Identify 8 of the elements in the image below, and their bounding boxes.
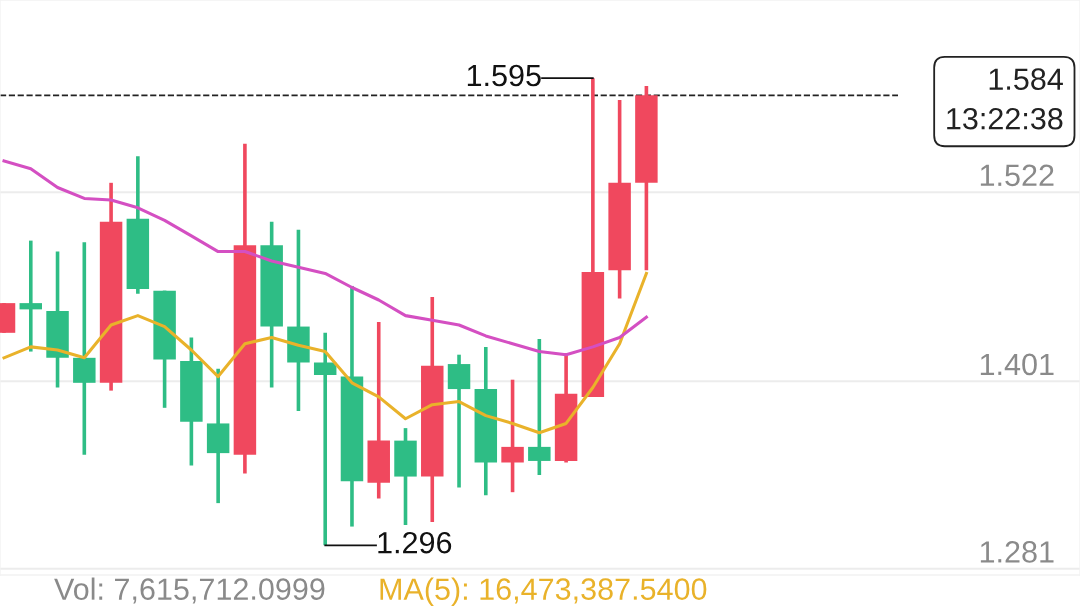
text: Vol: 7,615,712.0999	[54, 577, 325, 604]
annotation: 1.296	[378, 531, 452, 554]
y-tick-label: 1.522	[980, 164, 1054, 187]
ref-line-label: 1.584 13:22:38	[947, 68, 1063, 130]
y-tick-label: 1.281	[980, 541, 1054, 563]
y-tick-label: 1.401	[980, 353, 1054, 376]
text: MA(5): 16,473,387.5400	[380, 577, 707, 606]
annotation: 1.595	[467, 64, 541, 87]
